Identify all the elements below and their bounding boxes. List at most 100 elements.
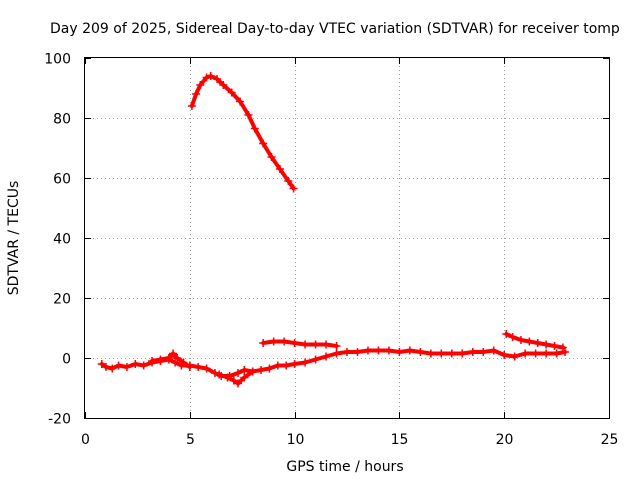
- data-point: [265, 364, 274, 373]
- data-point: [533, 339, 542, 347]
- series-arc-4: [215, 367, 257, 388]
- data-point: [192, 90, 201, 98]
- data-point: [280, 337, 289, 346]
- data-point: [301, 358, 310, 367]
- data-point: [210, 369, 219, 377]
- y-axis-label: SDTVAR / TECUs: [6, 181, 22, 296]
- x-tick-label: 0: [81, 432, 90, 448]
- data-point: [196, 81, 205, 89]
- data-point: [510, 352, 519, 361]
- y-tick-label: 20: [53, 292, 71, 308]
- data-point: [248, 367, 257, 376]
- data-point: [458, 349, 467, 358]
- data-point: [202, 73, 211, 82]
- data-point: [322, 340, 331, 349]
- data-point: [322, 352, 331, 361]
- x-tick-label: 20: [496, 432, 514, 448]
- data-point: [363, 346, 372, 355]
- data-point: [542, 349, 551, 358]
- y-tick-label: 0: [62, 352, 71, 368]
- data-point: [164, 354, 173, 362]
- x-tick-label: 25: [601, 432, 619, 448]
- data-point: [343, 348, 351, 356]
- data-point: [236, 97, 245, 106]
- data-point: [332, 342, 341, 350]
- chart-title: Day 209 of 2025, Sidereal Day-to-day VTE…: [50, 21, 620, 37]
- data-point: [416, 348, 425, 356]
- data-point: [311, 355, 320, 364]
- data-point: [171, 358, 180, 367]
- data-point: [282, 361, 291, 370]
- y-tick-label: 40: [53, 232, 71, 248]
- data-point: [289, 184, 298, 193]
- data-point: [525, 337, 534, 346]
- data-point: [275, 165, 284, 173]
- data-point: [229, 376, 238, 385]
- data-point: [122, 363, 131, 371]
- series-layer: [97, 72, 569, 388]
- y-tick-label: 60: [53, 172, 71, 188]
- data-point: [213, 75, 222, 83]
- data-point: [108, 364, 117, 373]
- data-point: [273, 361, 282, 370]
- data-point: [550, 342, 559, 350]
- x-tick-label: 5: [186, 432, 195, 448]
- data-point: [156, 355, 165, 364]
- data-point: [185, 363, 194, 371]
- data-point: [426, 349, 435, 358]
- data-point: [542, 340, 551, 349]
- data-point: [215, 370, 224, 379]
- data-point: [384, 346, 393, 355]
- plot-frame: [84, 57, 610, 419]
- data-point: [139, 361, 148, 370]
- data-point: [97, 360, 106, 368]
- data-point: [101, 363, 110, 371]
- data-point: [269, 337, 278, 346]
- x-tick-label: 15: [391, 432, 409, 448]
- data-point: [259, 339, 268, 347]
- data-point: [148, 357, 157, 365]
- data-point: [131, 360, 140, 368]
- data-point: [187, 102, 196, 110]
- data-point: [227, 88, 236, 97]
- data-point: [552, 349, 561, 358]
- data-point: [257, 366, 266, 374]
- data-point: [173, 354, 182, 362]
- data-point: [560, 348, 569, 356]
- data-point: [395, 348, 404, 356]
- data-point: [531, 349, 540, 358]
- data-point: [194, 363, 203, 371]
- series-line: [189, 74, 296, 191]
- data-point: [521, 349, 530, 358]
- data-point: [437, 349, 446, 358]
- data-point: [332, 349, 341, 358]
- grid: [85, 58, 609, 418]
- data-point: [500, 351, 509, 359]
- data-point: [284, 177, 293, 185]
- data-point: [447, 349, 456, 358]
- data-point: [290, 339, 299, 347]
- data-point: [489, 346, 498, 355]
- series-arc-6: [502, 330, 567, 352]
- data-point: [169, 349, 178, 358]
- data-point: [240, 366, 249, 374]
- data-point: [405, 346, 414, 355]
- data-point: [508, 333, 517, 341]
- data-point: [179, 358, 188, 367]
- data-point: [234, 379, 243, 388]
- data-point: [206, 72, 215, 80]
- y-tick-label: 100: [44, 52, 71, 68]
- data-point: [234, 369, 243, 377]
- data-point: [219, 81, 228, 89]
- data-point: [290, 360, 299, 368]
- data-point: [240, 373, 249, 382]
- data-point: [479, 348, 488, 356]
- series-arc-2: [97, 346, 569, 380]
- data-point: [244, 111, 253, 119]
- data-point: [202, 364, 211, 373]
- series-arc-5: [259, 337, 341, 350]
- data-point: [223, 373, 232, 382]
- data-point: [516, 336, 525, 344]
- data-point: [301, 340, 310, 349]
